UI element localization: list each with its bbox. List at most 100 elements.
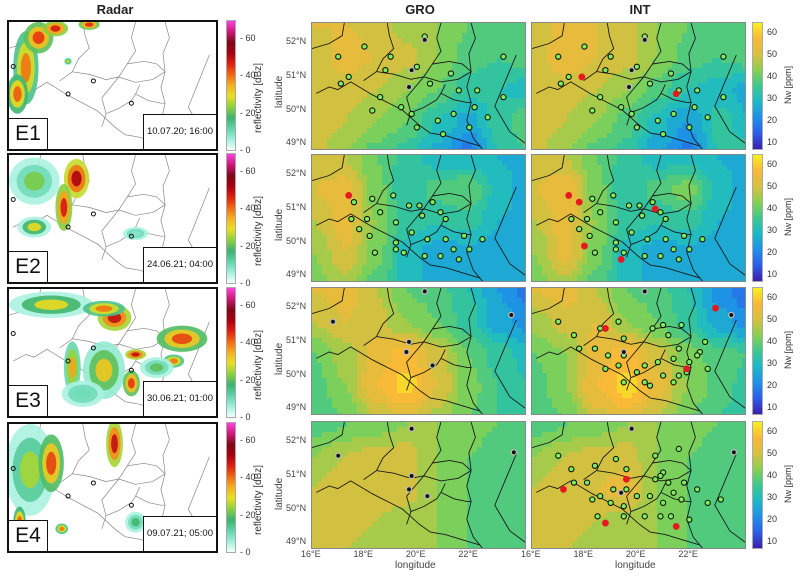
nw-cell xyxy=(707,143,713,149)
nw-cell xyxy=(317,175,323,181)
nw-cell xyxy=(372,185,378,191)
nw-cell xyxy=(722,23,728,29)
rain-gauge-point xyxy=(390,192,397,199)
nw-cell xyxy=(392,68,398,74)
nw-cell xyxy=(667,250,673,256)
nw-cell xyxy=(667,43,673,49)
nw-cell xyxy=(422,240,428,246)
nw-cell xyxy=(662,23,668,29)
nw-cell xyxy=(607,83,613,89)
nw-cell xyxy=(362,185,368,191)
event-label: E1 xyxy=(9,118,48,149)
nw-cell xyxy=(332,303,338,309)
nw-cell xyxy=(712,78,718,84)
nw-cell xyxy=(477,98,483,104)
nw-cell xyxy=(457,260,463,266)
nw-cell xyxy=(577,265,583,271)
nw-cell xyxy=(612,200,618,206)
nw-cell xyxy=(447,235,453,241)
nw-cell xyxy=(662,63,668,69)
nw-cell xyxy=(372,245,378,251)
nw-cell xyxy=(712,240,718,246)
nw-cell xyxy=(357,148,363,149)
nw-cell xyxy=(317,250,323,256)
nw-cell xyxy=(362,108,368,114)
nw-cell xyxy=(637,28,643,34)
nw-cell xyxy=(672,240,678,246)
nw-cell xyxy=(672,205,678,211)
nw-cell xyxy=(652,53,658,59)
nw-cell xyxy=(332,240,338,246)
nw-cell xyxy=(367,143,373,149)
nw-cell xyxy=(367,148,373,149)
nw-cell xyxy=(347,250,353,256)
nw-cell xyxy=(332,138,338,144)
nw-cell xyxy=(312,63,318,69)
nw-cell xyxy=(547,93,553,99)
nw-cell xyxy=(717,235,723,241)
nw-cell xyxy=(322,78,328,84)
nw-cell xyxy=(687,63,693,69)
nw-cell xyxy=(622,48,628,54)
nw-cell xyxy=(657,265,663,271)
nw-cell xyxy=(612,230,618,236)
nw-cell xyxy=(537,38,543,44)
nw-cell xyxy=(552,128,558,134)
nw-cell xyxy=(577,148,583,149)
nw-cell xyxy=(372,170,378,176)
nw-cell xyxy=(587,160,593,166)
nw-cell xyxy=(697,78,703,84)
nw-cell xyxy=(357,160,363,166)
nw-cell xyxy=(632,175,638,181)
nw-cell xyxy=(652,63,658,69)
nw-cell xyxy=(402,128,408,134)
nw-cell xyxy=(322,220,328,226)
nw-cell xyxy=(667,38,673,44)
nw-cell xyxy=(402,185,408,191)
nw-cell xyxy=(707,165,713,171)
nw-cell xyxy=(312,298,318,304)
nw-cell xyxy=(552,103,558,109)
nw-cell xyxy=(387,180,393,186)
nw-cell xyxy=(477,28,483,34)
nw-cell xyxy=(652,78,658,84)
nw-cell xyxy=(417,28,423,34)
nw-cell xyxy=(612,255,618,261)
nw-cell xyxy=(512,225,518,231)
nw-cell xyxy=(372,260,378,266)
nw-cell xyxy=(427,68,433,74)
nw-cell xyxy=(702,38,708,44)
colorbar-tick: 40 xyxy=(767,203,778,214)
nw-cell xyxy=(327,48,333,54)
nw-cell xyxy=(442,255,448,261)
nw-cell xyxy=(542,83,548,89)
nw-cell xyxy=(472,43,478,49)
nw-cell xyxy=(397,33,403,39)
border-line xyxy=(494,54,525,144)
nw-cell xyxy=(622,225,628,231)
nw-cell xyxy=(542,53,548,59)
nw-cell xyxy=(717,148,723,149)
nw-cell xyxy=(482,250,488,256)
nw-cell xyxy=(432,93,438,99)
nw-cell xyxy=(427,205,433,211)
nw-cell xyxy=(737,200,743,206)
nw-cell xyxy=(467,108,473,114)
nw-cell xyxy=(427,210,433,216)
nw-cell xyxy=(597,250,603,256)
nw-cell xyxy=(422,138,428,144)
nw-cell xyxy=(587,255,593,261)
nw-cell xyxy=(672,235,678,241)
nw-cell xyxy=(347,108,353,114)
nw-cell xyxy=(572,250,578,256)
nw-cell xyxy=(702,195,708,201)
nw-cell xyxy=(507,255,513,261)
nw-cell xyxy=(517,118,523,124)
nw-cell xyxy=(417,225,423,231)
nw-cell xyxy=(712,43,718,49)
nw-cell xyxy=(522,155,525,161)
nw-cell xyxy=(457,138,463,144)
nw-cell xyxy=(597,38,603,44)
nw-cell xyxy=(712,260,718,266)
nw-cell xyxy=(507,98,513,104)
